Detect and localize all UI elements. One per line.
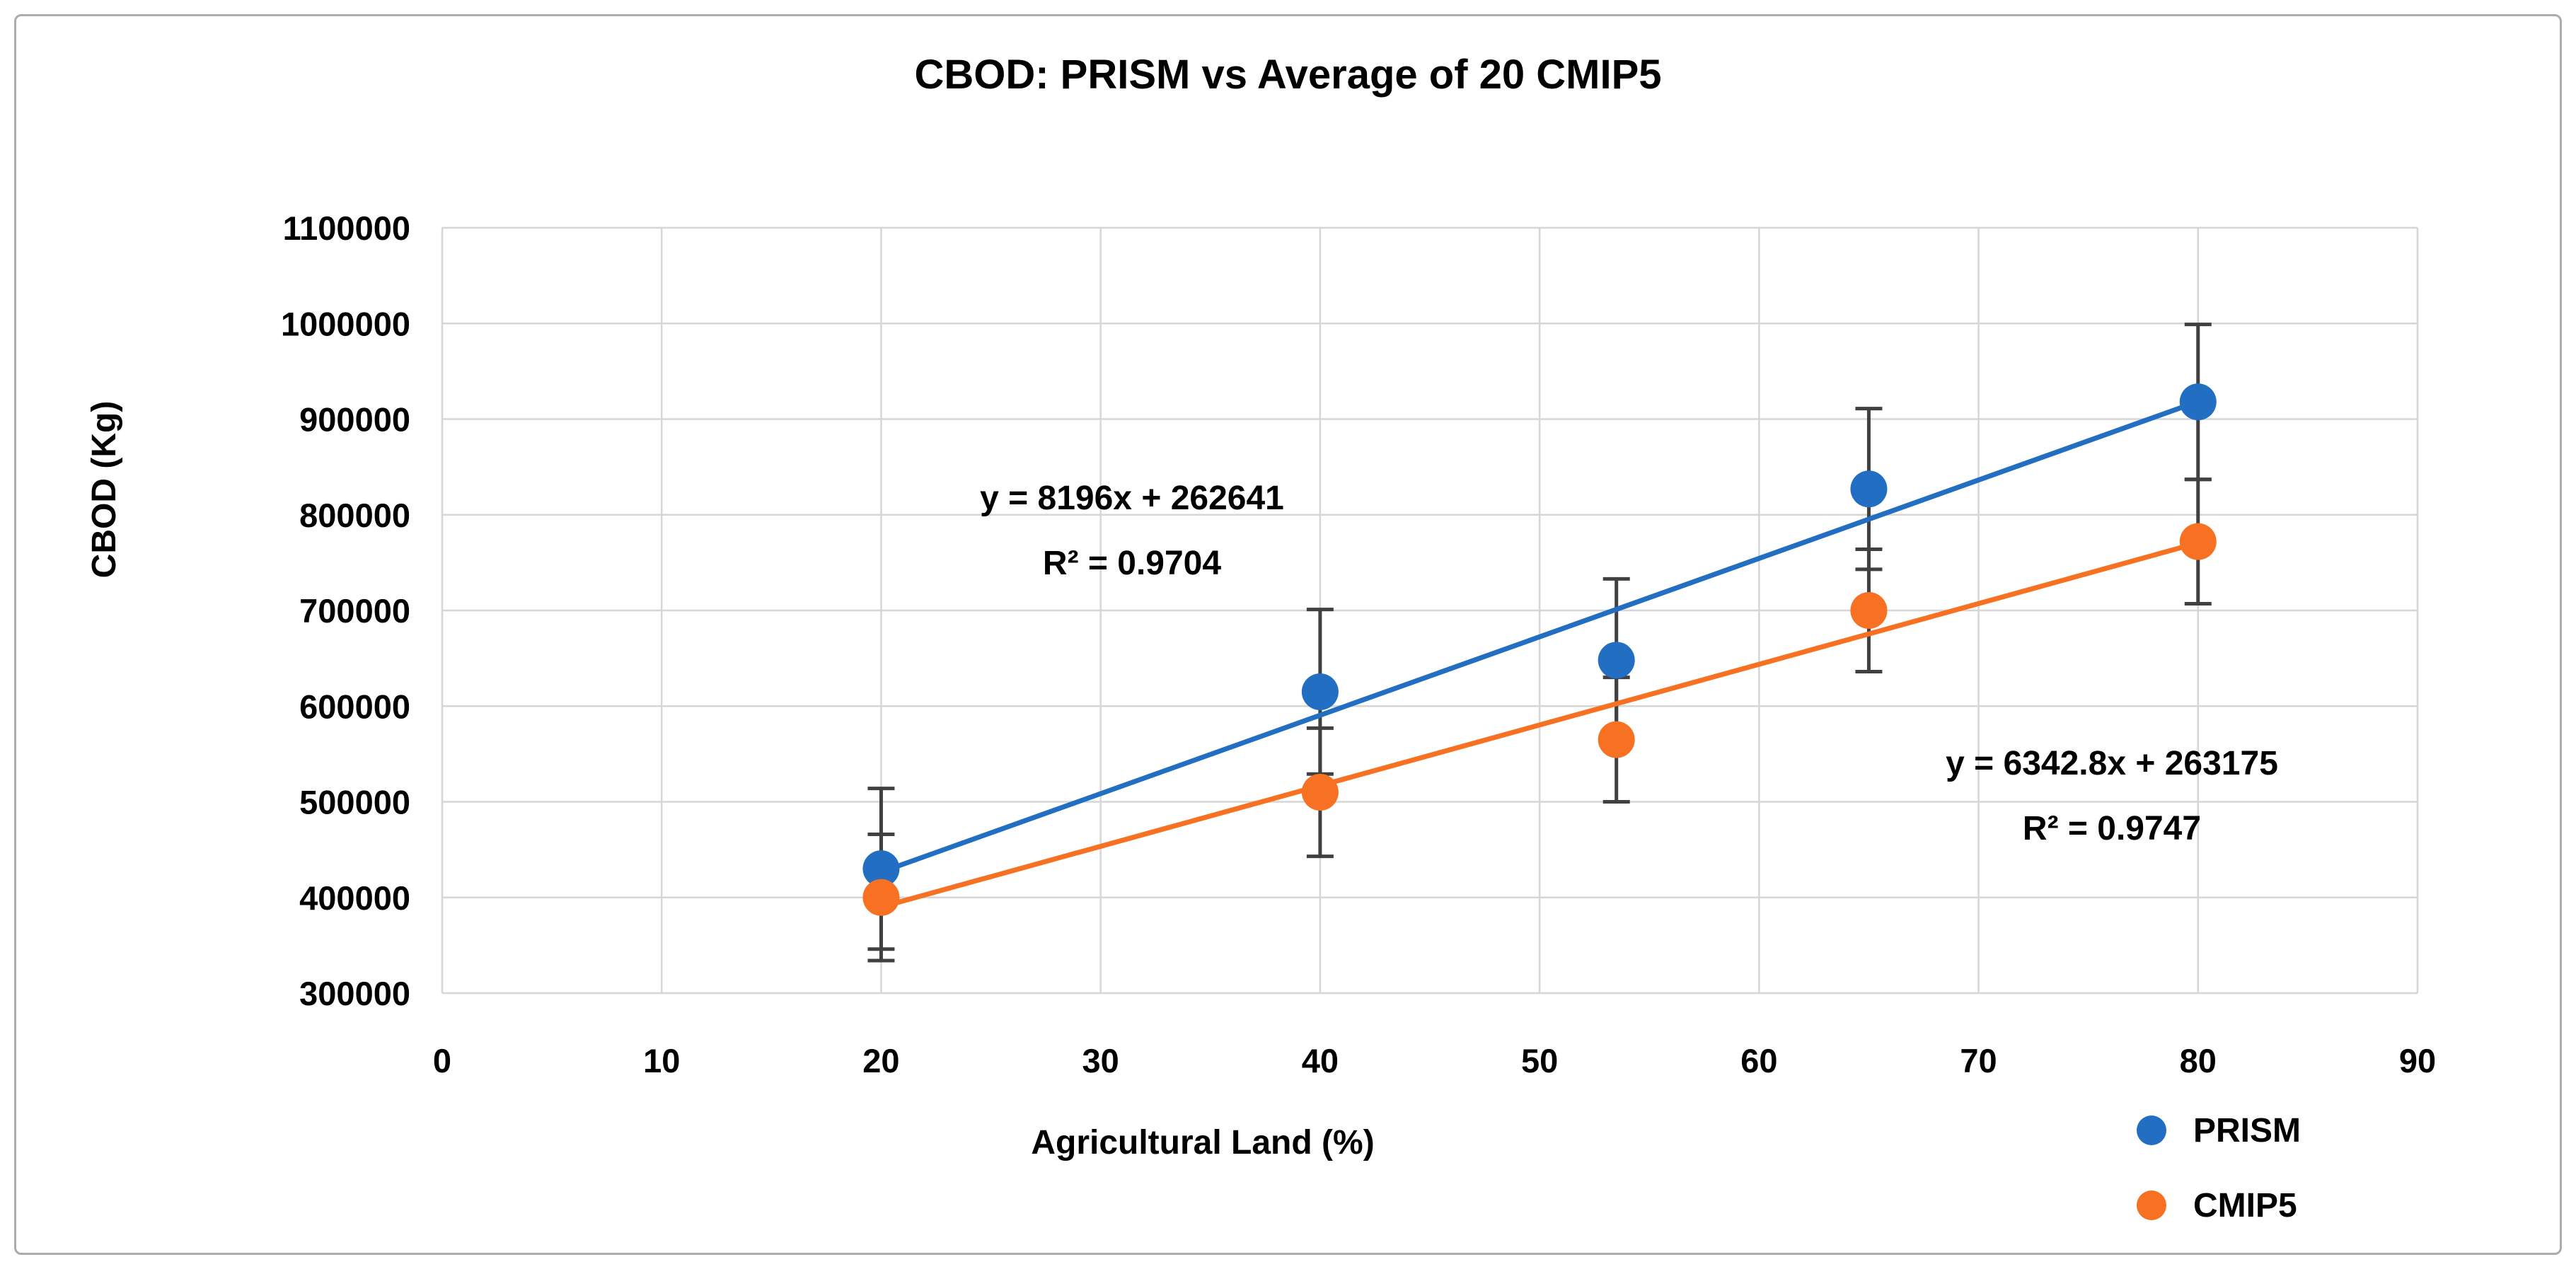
y-tick-label: 800000 bbox=[299, 497, 410, 534]
cmip5-data-point bbox=[862, 879, 900, 916]
cmip5-legend-label: CMIP5 bbox=[2193, 1186, 2297, 1224]
y-tick-label: 900000 bbox=[299, 401, 410, 439]
prism-legend-marker-icon bbox=[2137, 1116, 2166, 1145]
cmip5-data-point bbox=[2179, 523, 2217, 560]
prism-data-point bbox=[862, 850, 900, 888]
x-tick-label: 60 bbox=[1740, 1042, 1777, 1079]
x-tick-label: 80 bbox=[2180, 1042, 2217, 1079]
cmip5-data-point bbox=[1598, 721, 1635, 758]
y-tick-label: 400000 bbox=[299, 879, 410, 917]
x-tick-label: 10 bbox=[643, 1042, 680, 1079]
y-tick-label: 1000000 bbox=[281, 305, 410, 342]
cmip5-legend-marker-icon bbox=[2137, 1190, 2166, 1220]
cmip5-trendline-annotation: y = 6342.8x + 263175 R² = 0.9747 bbox=[1758, 731, 2466, 862]
y-tick-label: 300000 bbox=[299, 975, 410, 1012]
prism-data-point bbox=[1598, 642, 1635, 679]
prism-equation: y = 8196x + 262641 bbox=[980, 480, 1284, 517]
x-tick-label: 70 bbox=[1960, 1042, 1997, 1079]
prism-trendline bbox=[878, 399, 2201, 875]
y-tick-label: 600000 bbox=[299, 688, 410, 725]
prism-data-point bbox=[1301, 673, 1339, 710]
prism-legend-label: PRISM bbox=[2193, 1111, 2301, 1149]
prism-data-point bbox=[1850, 470, 1888, 508]
cmip5-r2: R² = 0.9747 bbox=[2022, 810, 2202, 847]
prism-trendline-annotation: y = 8196x + 262641 R² = 0.9704 bbox=[778, 466, 1486, 596]
prism-data-point bbox=[2179, 383, 2217, 421]
cmip5-data-point bbox=[1850, 592, 1888, 629]
cmip5-trendline bbox=[878, 540, 2201, 910]
x-tick-label: 90 bbox=[2399, 1042, 2436, 1079]
x-axis-title: Agricultural Land (%) bbox=[1031, 1124, 1375, 1161]
chart-title: CBOD: PRISM vs Average of 20 CMIP5 bbox=[914, 52, 1662, 98]
legend-item-prism: PRISM bbox=[2137, 1101, 2301, 1160]
cmip5-equation: y = 6342.8x + 263175 bbox=[1946, 745, 2278, 782]
prism-r2: R² = 0.9704 bbox=[1042, 545, 1222, 582]
x-tick-label: 40 bbox=[1302, 1042, 1339, 1079]
legend-item-cmip5: CMIP5 bbox=[2137, 1176, 2301, 1235]
cmip5-data-point bbox=[1301, 773, 1339, 811]
y-tick-label: 1100000 bbox=[283, 209, 410, 247]
y-tick-label: 700000 bbox=[299, 592, 410, 630]
x-tick-label: 20 bbox=[862, 1042, 899, 1079]
x-tick-label: 0 bbox=[433, 1042, 451, 1079]
x-tick-label: 50 bbox=[1521, 1042, 1558, 1079]
legend: PRISM CMIP5 bbox=[2137, 1101, 2301, 1251]
x-tick-label: 30 bbox=[1082, 1042, 1119, 1079]
y-tick-label: 500000 bbox=[299, 784, 410, 821]
